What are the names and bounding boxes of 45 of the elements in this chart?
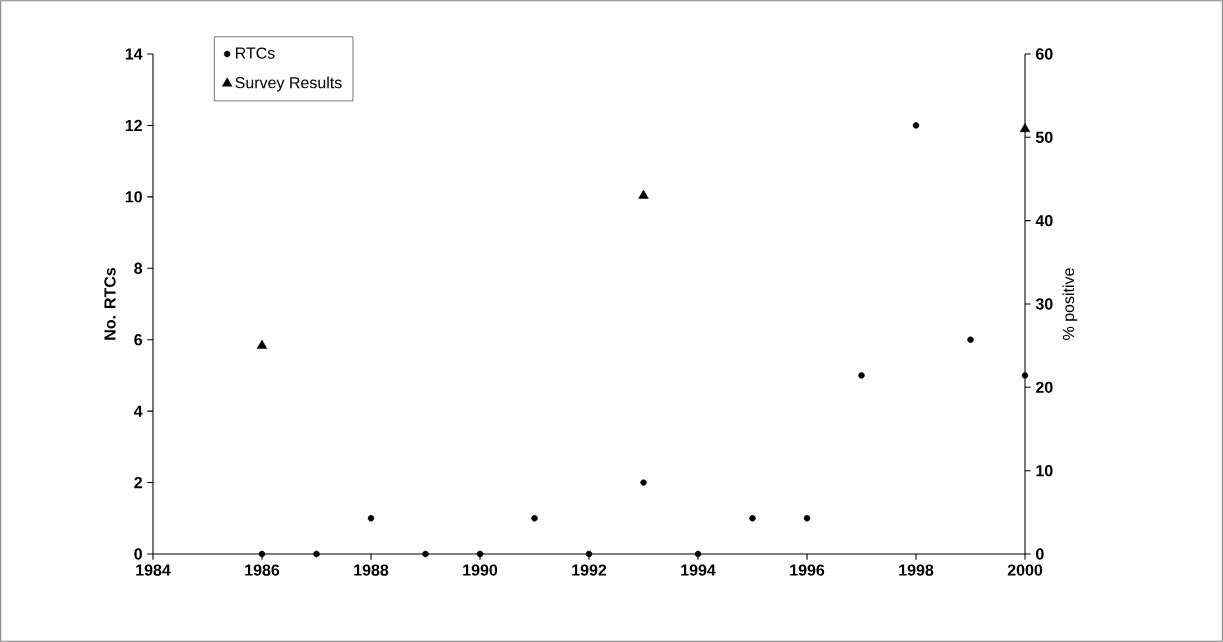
y-tick-label: 4	[133, 405, 143, 417]
point	[313, 550, 320, 558]
legend-label: RTCs	[236, 47, 275, 59]
point	[1019, 123, 1031, 133]
x-tick-label: 1986	[245, 564, 280, 576]
y-tick-label: 8	[134, 262, 143, 274]
legend-label: Survey Results	[235, 76, 342, 92]
point	[258, 550, 266, 558]
point	[367, 515, 375, 522]
y2-axis-title: % positive	[1062, 268, 1078, 340]
point	[422, 550, 429, 558]
x-tick-label: 1992	[572, 564, 607, 576]
x-tick-label: 1988	[354, 564, 389, 576]
point	[803, 515, 811, 522]
x-tick-label: 1984	[136, 564, 171, 576]
point	[694, 550, 702, 558]
point	[585, 550, 593, 558]
y2-tick-label: 30	[1035, 298, 1053, 310]
x-tick-label: 1998	[899, 564, 934, 576]
point	[638, 189, 649, 199]
point	[256, 339, 268, 349]
point	[912, 122, 920, 129]
x-tick-label: 1994	[681, 564, 716, 576]
y2-tick-label: 20	[1035, 381, 1053, 393]
y-tick-label: 2	[134, 476, 142, 489]
point	[640, 479, 647, 486]
x-tick-label: 1996	[790, 564, 825, 576]
point	[967, 336, 974, 343]
y2-tick-label: 10	[1036, 465, 1053, 477]
point	[749, 515, 756, 522]
point	[531, 515, 538, 522]
point	[476, 550, 484, 558]
x-tick-label: 1990	[463, 564, 498, 576]
y-tick-label: 12	[125, 119, 142, 132]
y-tick-label: 0	[134, 548, 142, 560]
y2-tick-label: 50	[1035, 131, 1053, 143]
y2-tick-label: 40	[1035, 215, 1053, 227]
x-tick-label: 2000	[1007, 564, 1043, 576]
y2-tick-label: 60	[1035, 48, 1053, 60]
y-tick-label: 6	[134, 334, 143, 346]
y2-tick-label: 0	[1036, 548, 1044, 560]
y-tick-label: 14	[125, 48, 143, 60]
y-tick-label: 10	[125, 191, 142, 203]
y-axis-title: No. RTCs	[104, 267, 116, 340]
point	[858, 372, 865, 379]
